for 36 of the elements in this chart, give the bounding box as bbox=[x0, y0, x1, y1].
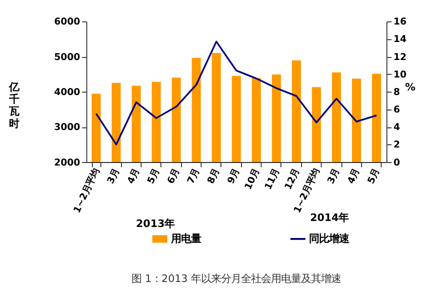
x-tick-label: 9月 bbox=[226, 166, 242, 186]
legend-label: 同比增速 bbox=[309, 232, 350, 245]
x-tick-label: 7月 bbox=[186, 166, 202, 186]
y2-tick-label: 8 bbox=[393, 86, 400, 98]
y-tick-label: 4000 bbox=[54, 86, 81, 98]
y2-tick-label: 4 bbox=[393, 122, 400, 134]
y-tick-label: 2000 bbox=[54, 157, 81, 168]
text: 2013年 bbox=[136, 218, 175, 230]
y2-tick-label: 0 bbox=[393, 157, 400, 168]
x-tick-label: 3月 bbox=[326, 166, 342, 186]
y2-tick-label: 2 bbox=[393, 140, 400, 151]
x-tick-label: 10月 bbox=[242, 166, 262, 192]
y2-tick-label: 12 bbox=[393, 52, 406, 63]
legend-label: 用电量 bbox=[170, 232, 202, 245]
line-series bbox=[95, 40, 378, 146]
y-tick-label: 6000 bbox=[54, 16, 81, 28]
x-tick-label: 4月 bbox=[346, 166, 362, 186]
x-tick-label: 5月 bbox=[145, 166, 162, 186]
x-tick-label: 6月 bbox=[166, 166, 182, 186]
x-tick-label: 1~2月平均 bbox=[72, 166, 102, 215]
y2-tick-label: 14 bbox=[393, 34, 407, 46]
y-axis-title: 亿千瓦时 bbox=[8, 81, 20, 130]
y-tick-label: 5000 bbox=[54, 52, 81, 63]
text: 图 1：2013 年以来分月全社会用电量及其增速 bbox=[132, 273, 342, 286]
y2-axis-title: % bbox=[405, 81, 416, 94]
x-tick-label: 5月 bbox=[366, 166, 382, 186]
y2-tick-label: 10 bbox=[393, 69, 407, 80]
x-tick-label: 8月 bbox=[206, 166, 222, 186]
x-tick-label: 3月 bbox=[105, 166, 122, 186]
x-tick-label: 11月 bbox=[262, 166, 282, 192]
y2-tick-label: 6 bbox=[393, 104, 400, 116]
y2-tick-label: 16 bbox=[393, 16, 407, 28]
x-tick-label: 12月 bbox=[282, 166, 302, 192]
y-tick-label: 3000 bbox=[54, 122, 81, 134]
text: 2014年 bbox=[310, 212, 349, 224]
x-tick-label: 4月 bbox=[125, 166, 142, 186]
